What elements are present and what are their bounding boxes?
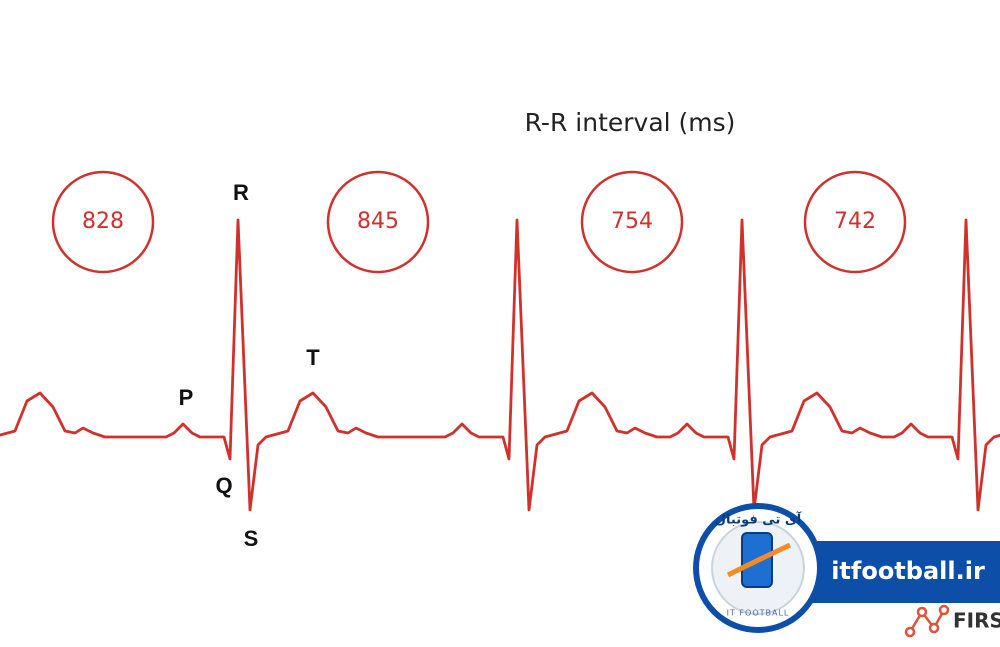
- logo-ring-text: IT FOOTBALL: [727, 609, 790, 618]
- interval-circle: [51, 170, 155, 274]
- brand-name: FIRS: [953, 609, 1000, 633]
- interval-value: 754: [611, 209, 653, 234]
- interval-circle: [803, 170, 907, 274]
- wave-label: P: [179, 385, 194, 410]
- watermark: itfootball.ir آی تی فوتبال IT FOOTBALL F…: [693, 503, 1000, 638]
- title: R-R interval (ms): [525, 108, 736, 137]
- interval-value: 845: [357, 209, 399, 234]
- interval-value: 828: [82, 209, 124, 234]
- logo-persian: آی تی فوتبال: [715, 511, 802, 528]
- site-name: itfootball.ir: [831, 557, 985, 585]
- wave-label: Q: [215, 473, 232, 498]
- interval-circle: [580, 170, 684, 274]
- interval-circle: [326, 170, 430, 274]
- brand-icon: [904, 604, 950, 638]
- interval-value: 742: [834, 209, 876, 234]
- site-banner: [800, 541, 1000, 603]
- wave-label: S: [244, 526, 259, 551]
- ecg-trace: [0, 218, 1000, 512]
- wave-label: R: [233, 180, 249, 205]
- interval-circles: [51, 170, 907, 274]
- wave-label: T: [306, 345, 320, 370]
- logo-swoosh: [726, 542, 792, 578]
